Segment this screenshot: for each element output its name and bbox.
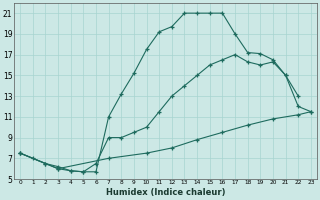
X-axis label: Humidex (Indice chaleur): Humidex (Indice chaleur): [106, 188, 225, 197]
